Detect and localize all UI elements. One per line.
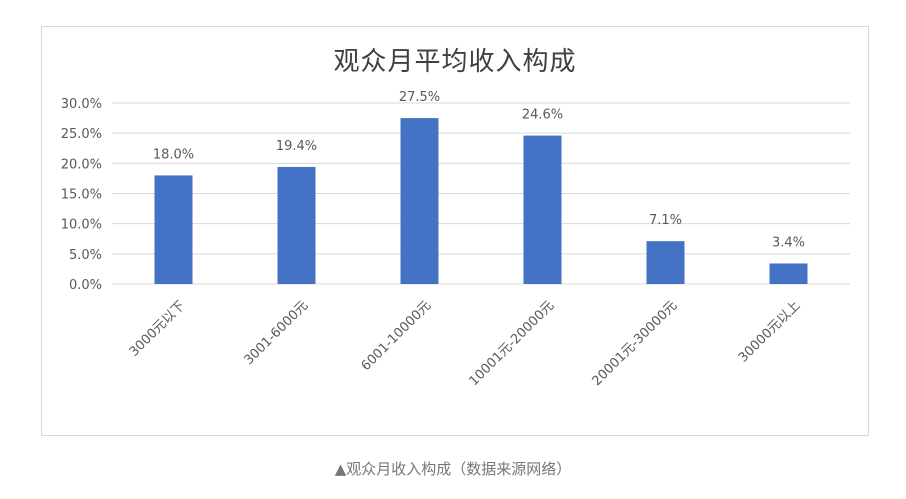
y-tick-label: 15.0% [61, 188, 102, 203]
bar [277, 166, 316, 284]
data-label: 27.5% [399, 90, 440, 105]
bar-chart-plot: 0.0% 5.0% 10.0% 15.0% 20.0% 25.0% 30.0% 18.0% 30… [61, 90, 850, 389]
category-label: 10001元-20000元 [467, 298, 558, 389]
data-label: 3.4% [772, 235, 805, 250]
y-tick-label: 25.0% [61, 127, 102, 142]
data-label: 24.6% [522, 108, 563, 123]
data-label: 19.4% [276, 139, 317, 154]
bar [646, 241, 685, 284]
chart-title: 观众月平均收入构成 [333, 47, 577, 77]
category-label: 6001-10000元 [359, 298, 435, 374]
category-label: 3001-6000元 [241, 298, 311, 368]
bar [769, 263, 808, 284]
bar [400, 118, 439, 284]
data-label: 7.1% [649, 213, 682, 228]
chart-frame: 观众月平均收入构成 0.0% 5.0% 10.0% 15.0% 20.0% 25.0% 30… [41, 26, 869, 436]
y-tick-label: 10.0% [61, 218, 102, 233]
category-label: 3000元以下 [127, 298, 189, 360]
bar [523, 135, 562, 284]
data-label: 18.0% [153, 147, 194, 162]
category-label: 30000元以上 [736, 298, 803, 365]
y-tick-label: 5.0% [69, 248, 102, 263]
category-label: 20001元-30000元 [590, 298, 681, 389]
y-tick-label: 30.0% [61, 97, 102, 112]
figure-caption: ▲观众月收入构成（数据来源网络） [334, 460, 572, 478]
y-tick-label: 20.0% [61, 157, 102, 172]
y-tick-label: 0.0% [69, 278, 102, 293]
bar [154, 175, 193, 284]
